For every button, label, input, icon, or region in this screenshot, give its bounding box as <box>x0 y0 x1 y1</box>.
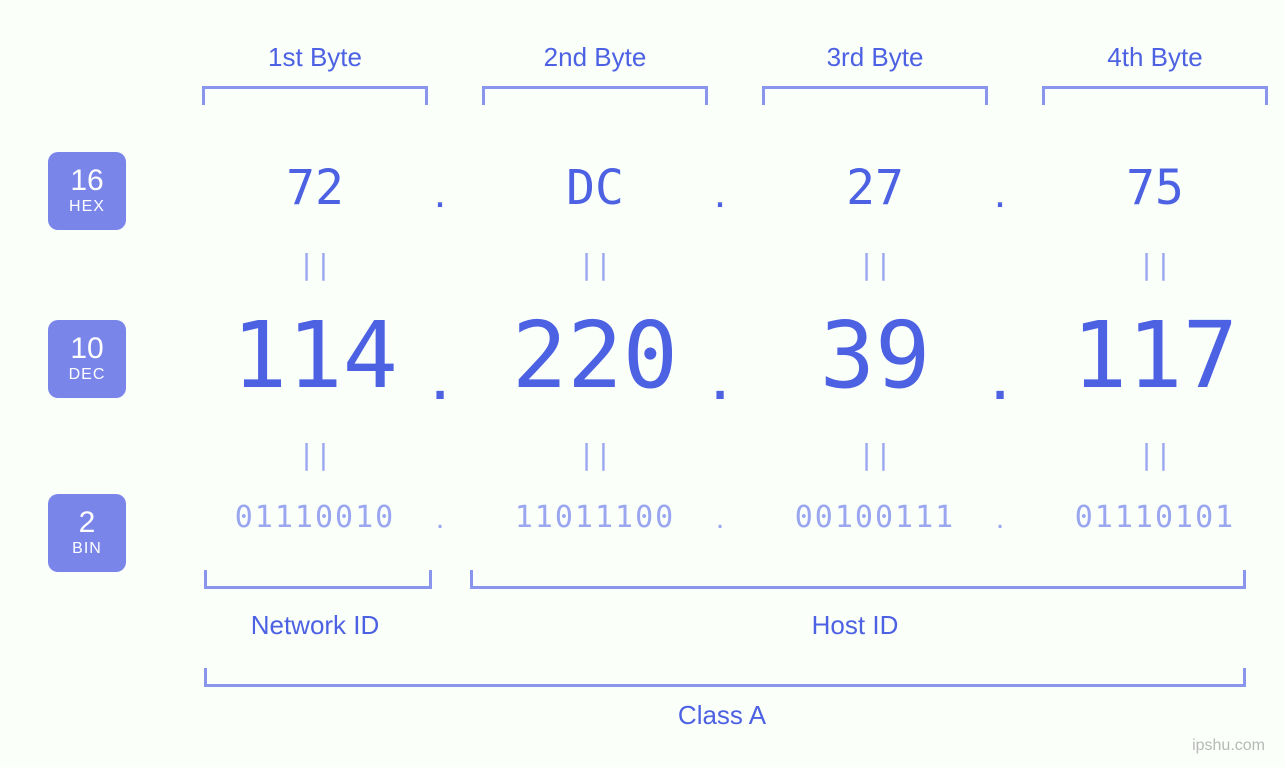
dec-4: 117 <box>1030 310 1280 402</box>
dec-3: 39 <box>750 310 1000 402</box>
bracket-host-id <box>470 570 1246 589</box>
byte-header-1: 1st Byte <box>190 42 440 73</box>
badge-hex-num: 16 <box>70 166 103 196</box>
equals-3a: || <box>750 248 1000 281</box>
badge-bin-label: BIN <box>72 540 102 558</box>
dec-2: 220 <box>470 310 720 402</box>
equals-3b: || <box>750 438 1000 471</box>
badge-bin: 2 BIN <box>48 494 126 572</box>
watermark: ipshu.com <box>1192 737 1265 755</box>
label-network-id: Network ID <box>204 610 426 641</box>
bin-1: 01110010 <box>190 500 440 535</box>
hex-4: 75 <box>1030 160 1280 216</box>
badge-dec: 10 DEC <box>48 320 126 398</box>
equals-2a: || <box>470 248 720 281</box>
byte-header-4: 4th Byte <box>1030 42 1280 73</box>
dot-dec-1: . <box>420 330 460 417</box>
badge-dec-num: 10 <box>70 334 103 364</box>
dot-hex-1: . <box>420 168 460 218</box>
dot-dec-2: . <box>700 330 740 417</box>
badge-bin-num: 2 <box>79 508 96 538</box>
dot-bin-2: . <box>700 502 740 536</box>
byte-columns: 1st Byte 72 || 114 || 01110010 . . . 2nd… <box>190 0 1245 767</box>
dot-bin-1: . <box>420 502 460 536</box>
bracket-top-1 <box>202 86 428 105</box>
bin-2: 11011100 <box>470 500 720 535</box>
bracket-network-id <box>204 570 432 589</box>
dot-hex-3: . <box>980 168 1020 218</box>
hex-3: 27 <box>750 160 1000 216</box>
bin-3: 00100111 <box>750 500 1000 535</box>
bracket-top-3 <box>762 86 988 105</box>
hex-2: DC <box>470 160 720 216</box>
bracket-top-4 <box>1042 86 1268 105</box>
badge-dec-label: DEC <box>69 366 106 384</box>
equals-4b: || <box>1030 438 1280 471</box>
byte-header-3: 3rd Byte <box>750 42 1000 73</box>
dot-hex-2: . <box>700 168 740 218</box>
equals-1a: || <box>190 248 440 281</box>
byte-header-2: 2nd Byte <box>470 42 720 73</box>
hex-1: 72 <box>190 160 440 216</box>
badge-hex-label: HEX <box>69 198 105 216</box>
bin-4: 01110101 <box>1030 500 1280 535</box>
dec-1: 114 <box>190 310 440 402</box>
bracket-class <box>204 668 1246 687</box>
equals-4a: || <box>1030 248 1280 281</box>
dot-bin-3: . <box>980 502 1020 536</box>
equals-2b: || <box>470 438 720 471</box>
badge-hex: 16 HEX <box>48 152 126 230</box>
bracket-top-2 <box>482 86 708 105</box>
equals-1b: || <box>190 438 440 471</box>
label-host-id: Host ID <box>470 610 1240 641</box>
ip-diagram: 16 HEX 10 DEC 2 BIN 1st Byte 72 || 114 |… <box>0 0 1285 767</box>
label-class: Class A <box>204 700 1240 731</box>
dot-dec-3: . <box>980 330 1020 417</box>
